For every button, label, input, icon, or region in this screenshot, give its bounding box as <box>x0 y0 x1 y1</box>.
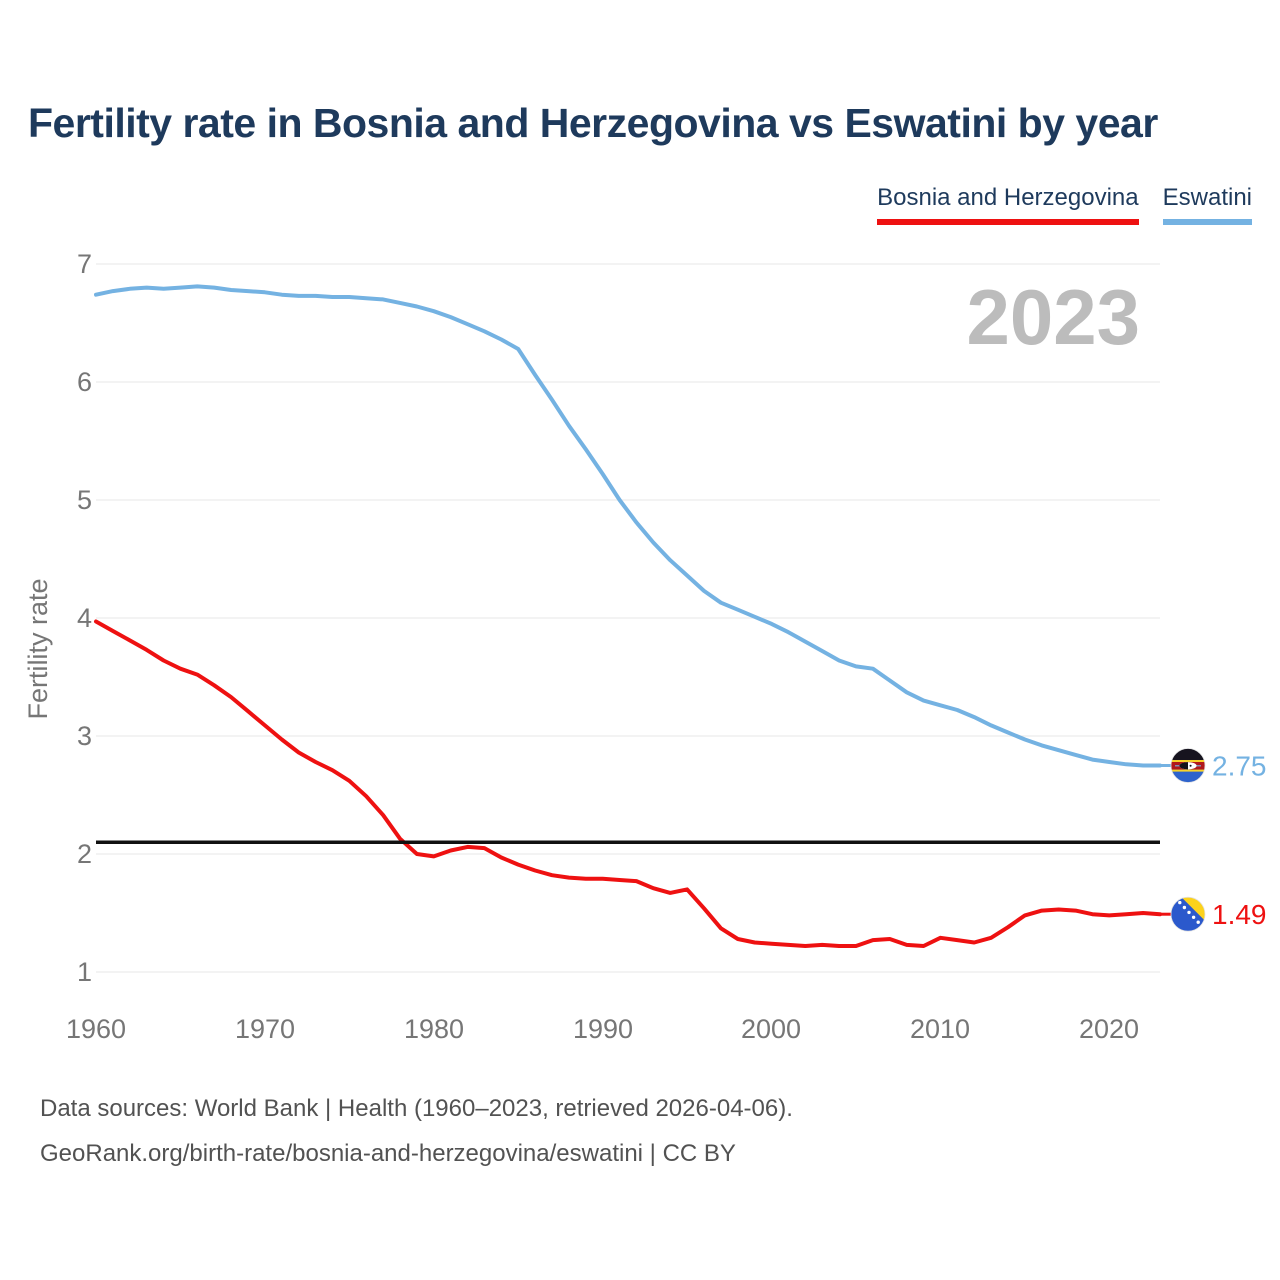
y-tick: 4 <box>77 603 92 633</box>
page-title: Fertility rate in Bosnia and Herzegovina… <box>28 100 1158 146</box>
legend-item-eswatini[interactable]: Eswatini <box>1162 184 1252 225</box>
x-tick: 2020 <box>1079 1014 1139 1044</box>
legend: Bosnia and Herzegovina Eswatini <box>877 184 1252 225</box>
y-tick: 2 <box>77 839 92 869</box>
footer-datasource: Data sources: World Bank | Health (1960–… <box>40 1095 793 1122</box>
footer: Data sources: World Bank | Health (1960–… <box>40 1086 793 1176</box>
y-tick: 7 <box>77 249 92 279</box>
y-axis-title: Fertility rate <box>23 578 53 719</box>
bosnia-line[interactable] <box>94 619 1162 948</box>
legend-item-bosnia[interactable]: Bosnia and Herzegovina <box>877 184 1139 225</box>
eswatini-line[interactable] <box>94 284 1162 768</box>
x-tick: 2000 <box>741 1014 801 1044</box>
bosnia-end-value: 1.49 <box>1212 899 1267 930</box>
x-tick: 1980 <box>404 1014 464 1044</box>
y-tick: 1 <box>77 957 92 987</box>
y-axis-ticks: 7 6 5 4 3 2 1 <box>77 249 92 987</box>
y-tick: 3 <box>77 721 92 751</box>
eswatini-flag-icon <box>1160 748 1206 783</box>
footer-attribution: GeoRank.org/birth-rate/bosnia-and-herzeg… <box>40 1140 736 1167</box>
x-tick: 1970 <box>235 1014 295 1044</box>
bosnia-flag-icon <box>1160 896 1206 932</box>
y-tick: 5 <box>77 485 92 515</box>
x-axis-ticks: 1960 1970 1980 1990 2000 2010 2020 <box>66 1014 1139 1044</box>
x-tick: 2010 <box>910 1014 970 1044</box>
x-tick: 1960 <box>66 1014 126 1044</box>
gridlines <box>96 263 1160 973</box>
eswatini-end-value: 2.75 <box>1212 751 1267 782</box>
watermark-year: 2023 <box>966 273 1140 361</box>
y-tick: 6 <box>77 367 92 397</box>
x-tick: 1990 <box>573 1014 633 1044</box>
